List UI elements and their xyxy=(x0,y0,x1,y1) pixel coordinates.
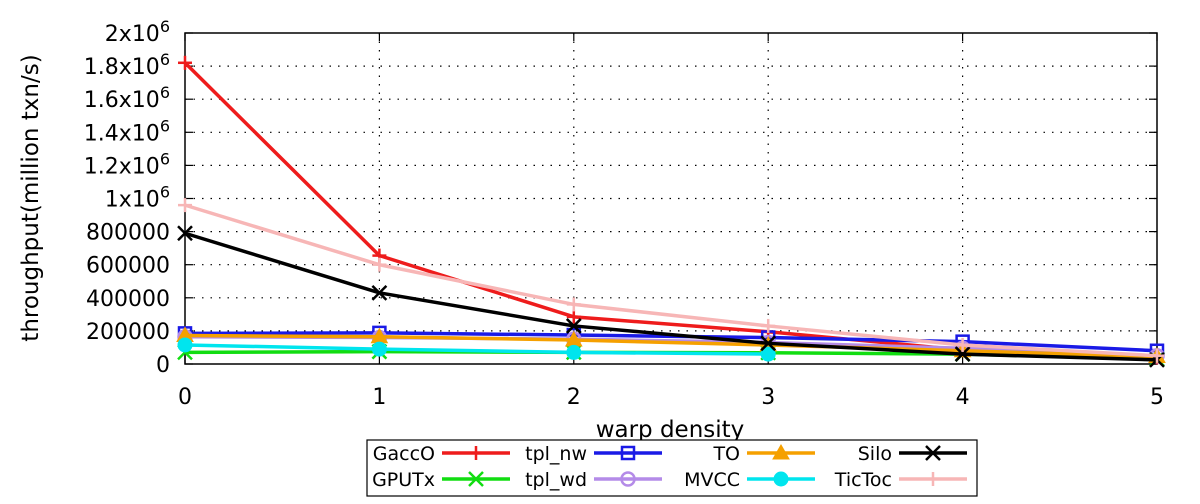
data-point-tictoc xyxy=(955,337,970,352)
data-point-gacco xyxy=(178,55,192,70)
y-tick-label: 1.8x106 xyxy=(84,50,170,80)
series-layer xyxy=(176,55,1166,368)
legend-item-mvcc: MVCC xyxy=(684,469,815,491)
data-point-silo xyxy=(954,346,971,362)
data-point-tictoc xyxy=(1150,348,1164,363)
y-tick-label: 1.2x106 xyxy=(84,149,170,179)
series-line-silo xyxy=(184,231,1158,362)
y-tick-label: 1.6x106 xyxy=(84,83,170,113)
series-line-to xyxy=(184,333,1158,359)
legend-marker xyxy=(772,443,790,460)
data-point-mvcc xyxy=(760,346,776,362)
legend-marker xyxy=(773,471,789,487)
legend-item-tpl-wd: tpl_wd xyxy=(525,469,662,491)
data-point-tictoc xyxy=(372,257,387,272)
legend-marker xyxy=(620,471,636,487)
data-point-silo xyxy=(760,335,777,352)
y-tick-label: 600000 xyxy=(86,254,170,279)
y-tick-label: 400000 xyxy=(86,287,170,312)
y-tick-label: 0 xyxy=(156,353,170,378)
data-point-mvcc xyxy=(371,341,387,357)
legend-item-silo: Silo xyxy=(858,443,967,465)
legend-marker xyxy=(468,471,484,487)
series-gacco xyxy=(178,55,1164,365)
x-tick-label: 3 xyxy=(761,385,775,410)
legend-label: TO xyxy=(712,443,740,465)
legend-label: TicToc xyxy=(834,469,892,491)
data-point-tictoc xyxy=(566,297,581,312)
data-point-silo xyxy=(565,318,582,334)
legend-label: Silo xyxy=(858,443,892,465)
data-point-tictoc xyxy=(178,198,192,213)
x-axis-label: warp density xyxy=(596,417,745,443)
legend-marker xyxy=(925,445,941,461)
series-line-mvcc xyxy=(184,343,769,356)
legend-marker xyxy=(620,445,636,461)
series-mvcc xyxy=(177,337,776,362)
data-point-tictoc xyxy=(761,318,776,333)
legend-item-tictoc: TicToc xyxy=(834,469,967,491)
y-tick-label: 1.4x106 xyxy=(84,116,170,146)
y-tick-label: 2x106 xyxy=(105,17,170,47)
x-tick-label: 2 xyxy=(567,385,581,410)
series-tictoc xyxy=(178,198,1164,363)
legend-label: MVCC xyxy=(684,469,740,491)
legend-label: GPUTx xyxy=(372,469,435,491)
x-tick-label: 1 xyxy=(372,385,386,410)
legend: GaccO GPUTx tpl_nw tpl_wd TO MVCC Silo TicToc xyxy=(366,439,978,497)
legend-item-to: TO xyxy=(712,443,815,465)
series-line-tictoc xyxy=(184,203,1158,358)
data-point-mvcc xyxy=(177,337,193,353)
grid-layer xyxy=(185,33,1157,364)
data-point-silo xyxy=(177,225,193,242)
legend-item-tpl-nw: tpl_nw xyxy=(525,443,662,465)
y-tick-label: 200000 xyxy=(86,320,170,345)
legend-marker xyxy=(469,446,483,460)
x-tick-label: 5 xyxy=(1150,385,1164,410)
data-point-gacco xyxy=(566,309,581,324)
legend-marker xyxy=(926,472,940,486)
legend-label: tpl_nw xyxy=(525,443,587,465)
data-point-silo xyxy=(371,284,388,301)
x-tick-label: 0 xyxy=(178,385,192,410)
legend-item-gacco: GaccO xyxy=(373,443,510,465)
data-point-mvcc xyxy=(566,344,582,360)
legend-label: GaccO xyxy=(373,443,435,465)
tick-layer: 0 200000 400000 600000 800000 1x106 1.2x1061.4… xyxy=(84,17,1164,410)
legend-item-gputx: GPUTx xyxy=(372,469,510,491)
series-line-gacco xyxy=(183,61,1158,360)
legend-box xyxy=(366,439,978,497)
legend-label: tpl_wd xyxy=(525,469,587,491)
y-tick-label: 1x106 xyxy=(105,183,170,213)
y-tick-label: 800000 xyxy=(86,221,170,246)
y-axis-label: throughput(million txn/s) xyxy=(18,54,44,341)
x-tick-label: 4 xyxy=(956,385,970,410)
